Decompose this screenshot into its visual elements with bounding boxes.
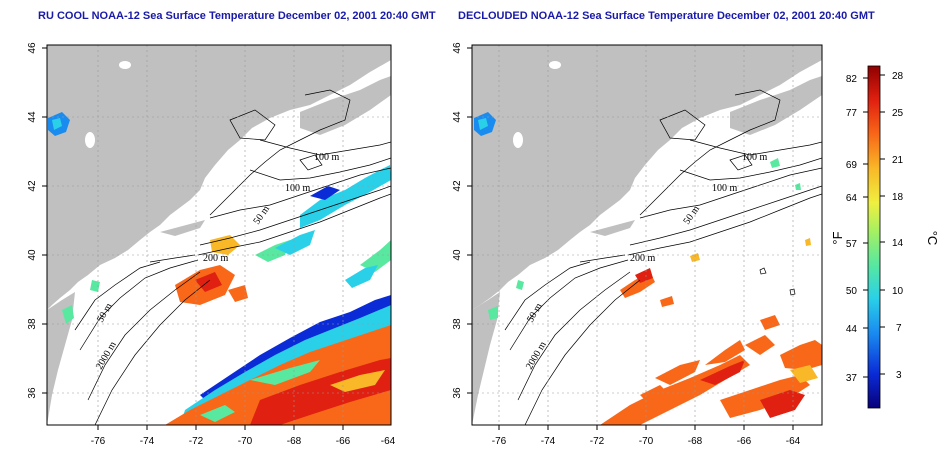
left-bathymetry-contours <box>74 89 391 425</box>
colorbar-f-label: 69 <box>846 160 858 171</box>
left-lon-label: -72 <box>189 436 204 447</box>
left-lat-label: 40 <box>27 249 38 261</box>
left-contour-label: 100 m <box>285 183 311 194</box>
left-lon-label: -64 <box>381 436 396 447</box>
colorbar-gradient <box>867 65 881 409</box>
colorbar-c-label: 18 <box>892 192 904 203</box>
colorbar-c-label: 3 <box>896 370 902 381</box>
left-lat-label: 38 <box>27 318 38 330</box>
right-lat-label: 38 <box>452 318 463 330</box>
right-contour-label: 100 m <box>742 152 768 163</box>
right-contour-label: 200 m <box>630 253 656 264</box>
left-lat-label: 46 <box>27 42 38 54</box>
left-lat-label: 44 <box>27 111 38 123</box>
colorbar-c-label: 7 <box>896 323 902 334</box>
left-delmarva <box>47 292 75 425</box>
left-lat-label: 42 <box>27 180 38 192</box>
right-sst-coverage <box>474 112 822 425</box>
right-lat-label: 44 <box>452 111 463 123</box>
colorbar-f-label: 44 <box>846 324 858 335</box>
left-map-title: RU COOL NOAA-12 Sea Surface Temperature … <box>38 10 436 22</box>
colorbar-c-label: 14 <box>892 238 904 249</box>
right-map-title: DECLOUDED NOAA-12 Sea Surface Temperatur… <box>458 10 875 22</box>
right-lon-label: -72 <box>590 436 605 447</box>
right-nova-scotia <box>730 76 822 135</box>
right-lat-label: 36 <box>452 387 463 399</box>
colorbar-f-label: 50 <box>846 286 858 297</box>
left-map-frame <box>46 44 392 426</box>
left-nova-scotia <box>300 76 391 135</box>
colorbar-f-label: 64 <box>846 193 858 204</box>
right-contour-label: 100 m <box>712 183 738 194</box>
left-contour-label: 200 m <box>203 253 229 264</box>
right-delmarva <box>472 292 500 425</box>
colorbar-f-label: 82 <box>846 74 858 85</box>
left-land-mass <box>47 45 391 310</box>
left-long-island <box>160 220 205 236</box>
left-lon-label: -68 <box>287 436 302 447</box>
colorbar-c-label: 21 <box>892 155 904 166</box>
left-contour-label: 100 m <box>314 152 340 163</box>
colorbar-f-label: 77 <box>846 108 858 119</box>
right-long-island <box>590 220 635 236</box>
colorbar-c-label: 28 <box>892 71 904 82</box>
colorbar-f-label: 37 <box>846 373 858 384</box>
left-lon-label: -66 <box>336 436 351 447</box>
right-lon-label: -66 <box>737 436 752 447</box>
right-lon-label: -74 <box>541 436 556 447</box>
right-lon-label: -76 <box>492 436 507 447</box>
left-lon-label: -74 <box>140 436 155 447</box>
colorbar-f-label: 57 <box>846 239 858 250</box>
colorbar-c-label: 25 <box>892 108 904 119</box>
left-lon-label: -76 <box>91 436 106 447</box>
right-lon-label: -68 <box>688 436 703 447</box>
colorbar-c-label: 10 <box>892 286 904 297</box>
right-map-frame <box>471 44 823 426</box>
right-lat-label: 46 <box>452 42 463 54</box>
left-grid <box>47 45 391 425</box>
left-lon-label: -70 <box>238 436 253 447</box>
right-lat-label: 40 <box>452 249 463 261</box>
colorbar-fahrenheit-unit: °F <box>830 231 845 244</box>
right-grid <box>472 45 822 425</box>
right-lon-label: -70 <box>639 436 654 447</box>
right-lat-label: 42 <box>452 180 463 192</box>
colorbar-celsius-unit: °C <box>925 231 940 246</box>
left-lat-label: 36 <box>27 387 38 399</box>
right-bathymetry-contours <box>504 89 822 425</box>
right-land-mass <box>472 45 822 310</box>
right-lon-label: -64 <box>786 436 801 447</box>
